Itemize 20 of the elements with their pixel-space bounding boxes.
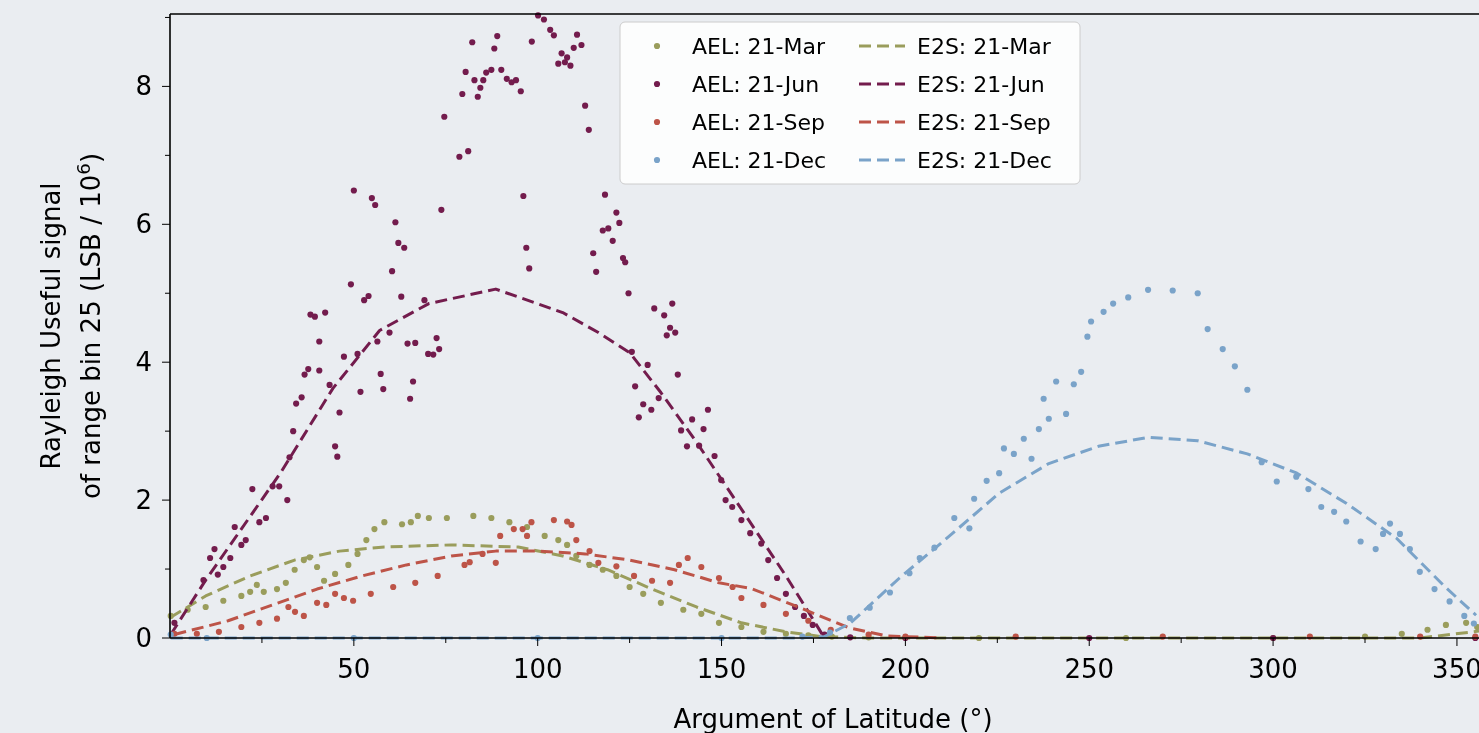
legend-label: E2S: 21-Mar	[917, 33, 1052, 59]
legend-label: E2S: 21-Jun	[917, 71, 1045, 97]
y-tick-label: 0	[135, 623, 152, 654]
legend-label: E2S: 21-Sep	[917, 109, 1051, 135]
legend-label: AEL: 21-Jun	[692, 71, 820, 97]
legend-label: E2S: 21-Dec	[917, 147, 1052, 173]
x-tick-label: 150	[696, 654, 747, 684]
x-tick-label: 100	[512, 654, 563, 684]
x-axis-title: Argument of Latitude (°)	[673, 704, 993, 733]
x-tick-label: 300	[1248, 654, 1298, 684]
x-tick-label: 200	[880, 654, 931, 684]
legend-label: AEL: 21-Sep	[692, 109, 826, 135]
x-tick-label: 50	[337, 654, 371, 684]
legend-label: AEL: 21-Dec	[692, 147, 827, 173]
legend-label: AEL: 21-Mar	[692, 33, 827, 59]
y-tick-label: 4	[135, 347, 152, 378]
y-tick-label: 6	[135, 209, 152, 240]
y-tick-label: 2	[135, 485, 152, 516]
y-tick-label: 8	[135, 71, 152, 102]
x-tick-label: 250	[1064, 654, 1115, 684]
